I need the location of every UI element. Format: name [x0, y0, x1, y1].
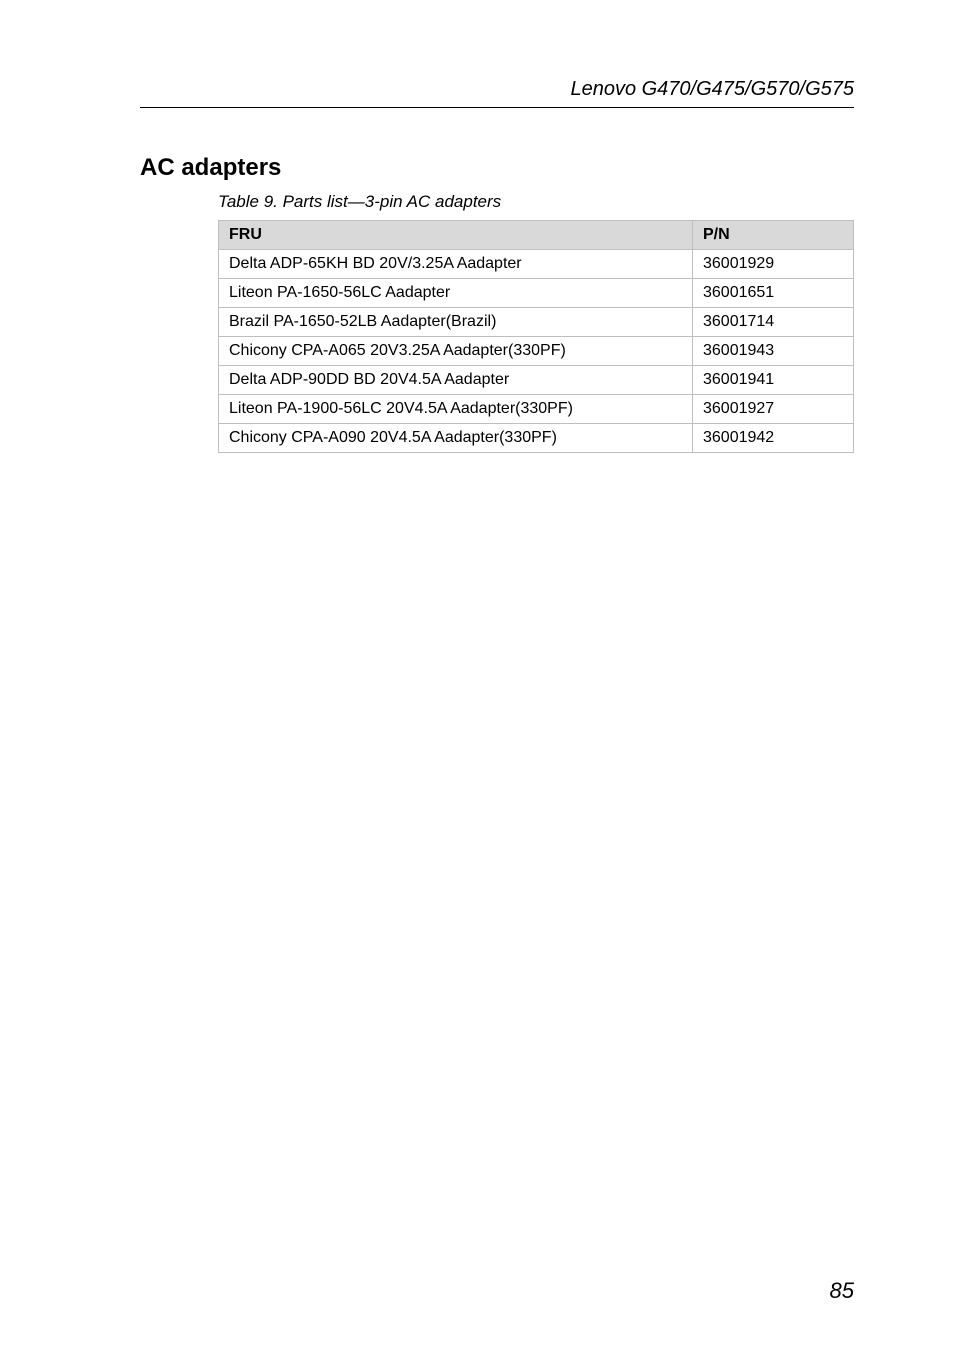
- cell-pn: 36001943: [693, 337, 854, 366]
- page: Lenovo G470/G475/G570/G575 AC adapters T…: [0, 0, 954, 1354]
- table-wrap: FRU P/N Delta ADP-65KH BD 20V/3.25A Aada…: [218, 220, 854, 453]
- header-rule: [140, 107, 854, 108]
- cell-fru: Brazil PA-1650-52LB Aadapter(Brazil): [219, 308, 693, 337]
- cell-pn: 36001714: [693, 308, 854, 337]
- cell-fru: Chicony CPA-A065 20V3.25A Aadapter(330PF…: [219, 337, 693, 366]
- header-model: Lenovo G470/G475/G570/G575: [140, 78, 854, 101]
- table-row: Liteon PA-1650-56LC Aadapter 36001651: [219, 279, 854, 308]
- cell-pn: 36001941: [693, 366, 854, 395]
- cell-fru: Delta ADP-65KH BD 20V/3.25A Aadapter: [219, 250, 693, 279]
- col-header-fru: FRU: [219, 221, 693, 250]
- cell-pn: 36001929: [693, 250, 854, 279]
- section-title: AC adapters: [140, 154, 854, 182]
- page-number: 85: [830, 1278, 854, 1304]
- cell-pn: 36001942: [693, 424, 854, 453]
- cell-pn: 36001927: [693, 395, 854, 424]
- cell-fru: Delta ADP-90DD BD 20V4.5A Aadapter: [219, 366, 693, 395]
- col-header-pn: P/N: [693, 221, 854, 250]
- table-header-row: FRU P/N: [219, 221, 854, 250]
- table-row: Delta ADP-90DD BD 20V4.5A Aadapter 36001…: [219, 366, 854, 395]
- ac-adapters-table: FRU P/N Delta ADP-65KH BD 20V/3.25A Aada…: [218, 220, 854, 453]
- cell-fru: Chicony CPA-A090 20V4.5A Aadapter(330PF): [219, 424, 693, 453]
- table-row: Chicony CPA-A090 20V4.5A Aadapter(330PF)…: [219, 424, 854, 453]
- cell-fru: Liteon PA-1900-56LC 20V4.5A Aadapter(330…: [219, 395, 693, 424]
- table-row: Delta ADP-65KH BD 20V/3.25A Aadapter 360…: [219, 250, 854, 279]
- table-row: Chicony CPA-A065 20V3.25A Aadapter(330PF…: [219, 337, 854, 366]
- table-row: Brazil PA-1650-52LB Aadapter(Brazil) 360…: [219, 308, 854, 337]
- table-caption: Table 9. Parts list—3-pin AC adapters: [218, 192, 854, 212]
- cell-pn: 36001651: [693, 279, 854, 308]
- cell-fru: Liteon PA-1650-56LC Aadapter: [219, 279, 693, 308]
- table-row: Liteon PA-1900-56LC 20V4.5A Aadapter(330…: [219, 395, 854, 424]
